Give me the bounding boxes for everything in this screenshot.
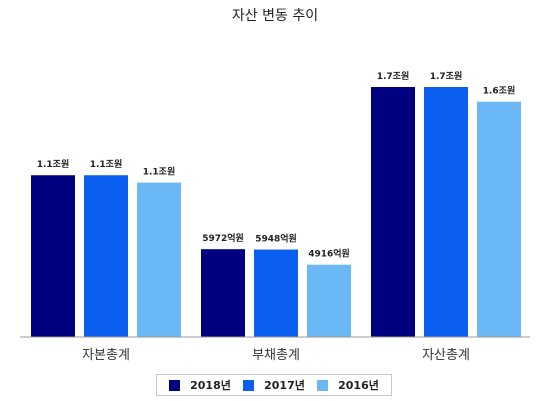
data-label-1-1: 1.1조원 — [37, 158, 70, 170]
bar-2-3 — [307, 264, 351, 337]
bar-3-1 — [371, 87, 415, 337]
x-tick-label-3: 자산총계 — [422, 348, 470, 363]
chart-title: 자산 변동 추이 — [232, 8, 318, 24]
legend-label-3: 2016년 — [338, 379, 379, 392]
bar-3-2 — [424, 87, 468, 337]
data-labels-group: 1.1조원 1.1조원 1.1조원 5972억원 5948억원 4916억원 1.7조원 1.… — [37, 70, 516, 260]
legend-item-2: 2017년 — [243, 377, 305, 393]
legend-item-3: 2016년 — [317, 377, 379, 393]
bar-1-1 — [31, 175, 75, 337]
data-label-1-2: 1.1조원 — [90, 158, 123, 170]
legend: 2018년 2017년 2016년 — [156, 374, 392, 396]
data-label-2-3: 4916억원 — [308, 248, 350, 260]
data-label-1-3: 1.1조원 — [143, 166, 176, 178]
bar-2-1 — [201, 249, 245, 337]
bar-1-2 — [84, 175, 128, 337]
legend-item-1: 2018년 — [169, 377, 231, 393]
data-label-3-1: 1.7조원 — [377, 70, 410, 82]
bar-2-2 — [254, 249, 298, 337]
data-label-2-2: 5948억원 — [255, 233, 297, 245]
data-label-3-3: 1.6조원 — [483, 85, 516, 97]
x-tick-labels-group: 자본총계 부채총계 자산총계 — [82, 348, 470, 363]
bar-3-3 — [477, 101, 521, 338]
legend-label-2: 2017년 — [264, 379, 305, 392]
bars-group — [31, 87, 521, 338]
x-tick-label-2: 부채총계 — [252, 348, 300, 363]
legend-label-1: 2018년 — [190, 379, 231, 392]
legend-swatch-1 — [169, 379, 181, 391]
legend-swatch-3 — [317, 379, 329, 391]
data-label-3-2: 1.7조원 — [430, 70, 463, 82]
data-label-2-1: 5972억원 — [202, 232, 244, 244]
bar-1-3 — [137, 182, 181, 337]
x-tick-label-1: 자본총계 — [82, 348, 130, 363]
legend-swatch-2 — [243, 379, 255, 391]
